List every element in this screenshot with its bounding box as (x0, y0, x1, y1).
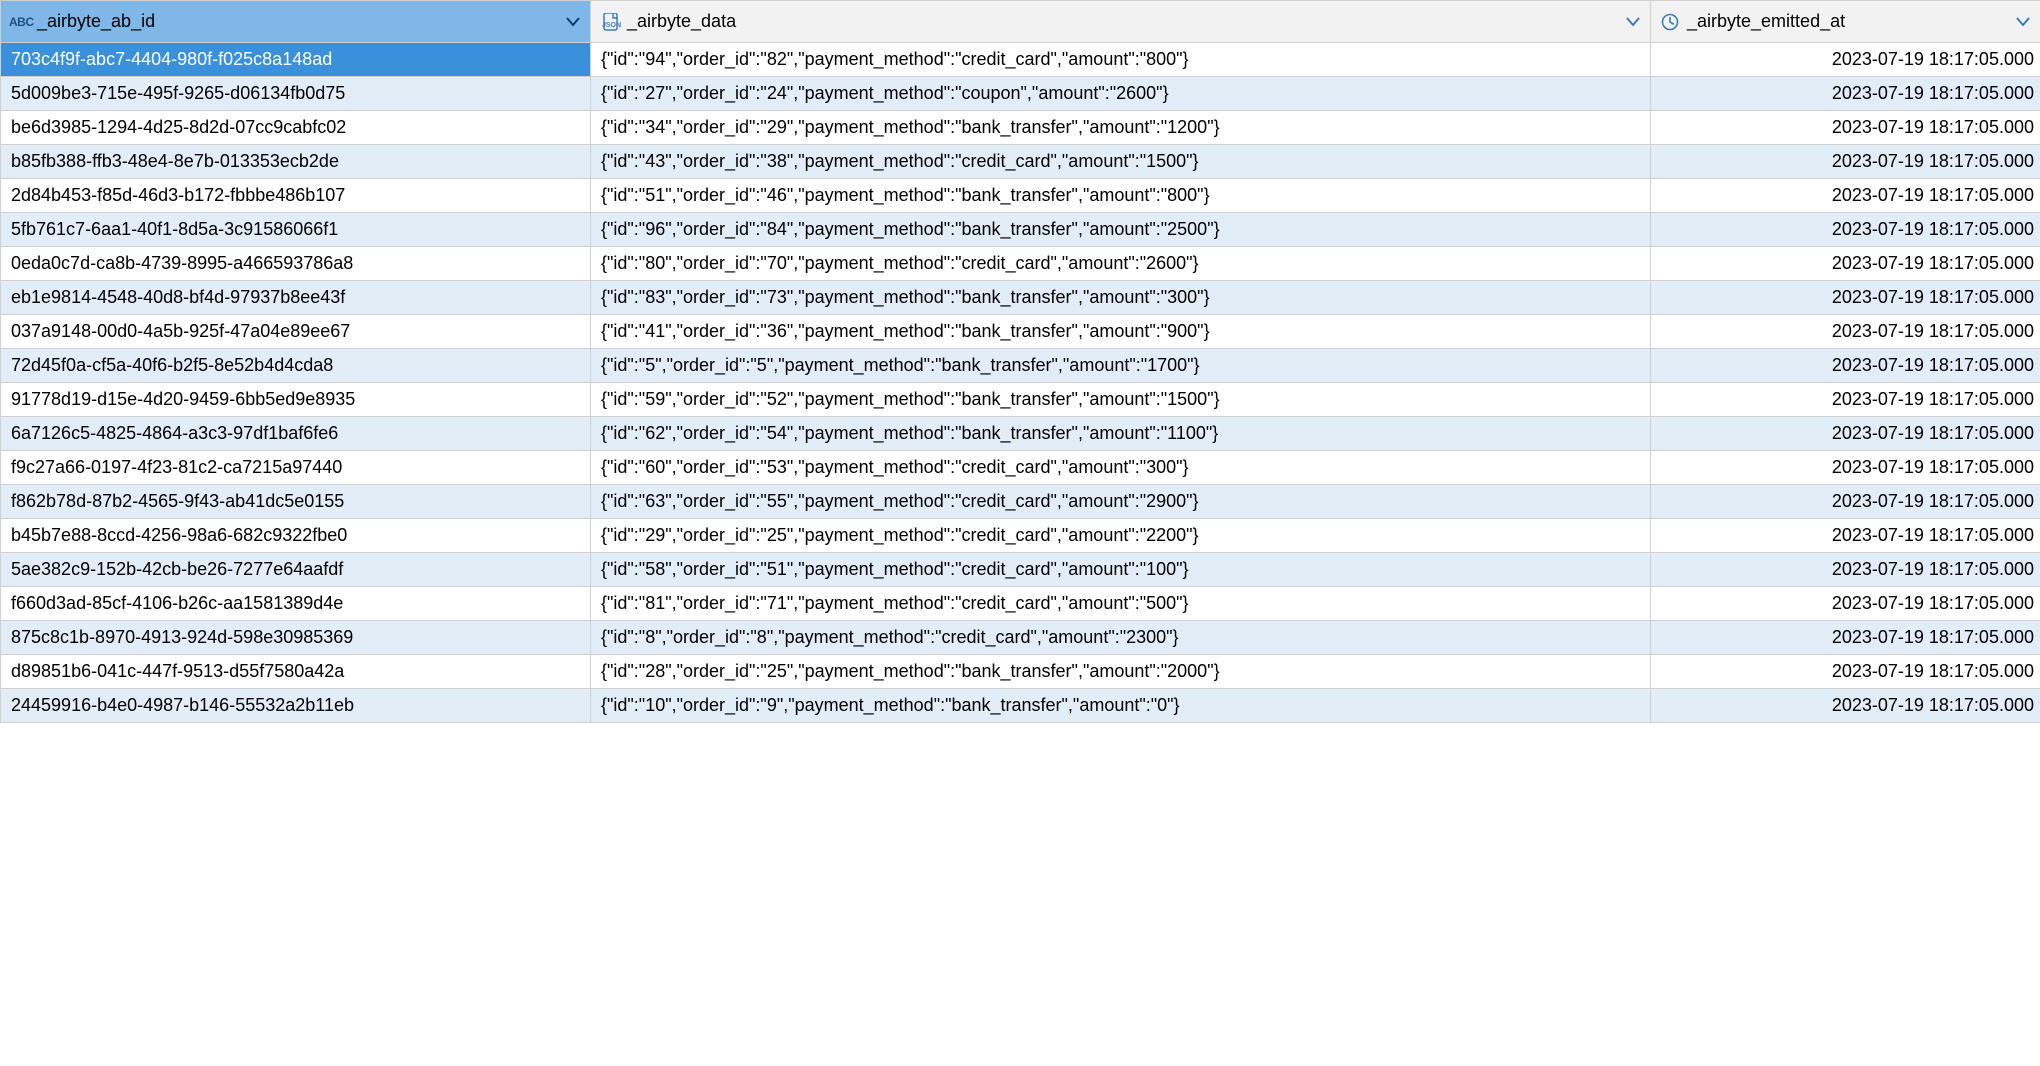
table-body: 703c4f9f-abc7-4404-980f-f025c8a148ad{"id… (1, 43, 2040, 723)
cell-airbyte-ab-id[interactable]: f9c27a66-0197-4f23-81c2-ca7215a97440 (1, 451, 591, 485)
cell-airbyte-data[interactable]: {"id":"62","order_id":"54","payment_meth… (591, 417, 1651, 451)
cell-airbyte-emitted-at[interactable]: 2023-07-19 18:17:05.000 (1651, 621, 2040, 655)
cell-airbyte-emitted-at[interactable]: 2023-07-19 18:17:05.000 (1651, 111, 2040, 145)
table-row[interactable]: f9c27a66-0197-4f23-81c2-ca7215a97440{"id… (1, 451, 2040, 485)
cell-airbyte-ab-id[interactable]: 5fb761c7-6aa1-40f1-8d5a-3c91586066f1 (1, 213, 591, 247)
sort-dropdown-icon[interactable] (2016, 17, 2030, 27)
cell-airbyte-emitted-at[interactable]: 2023-07-19 18:17:05.000 (1651, 315, 2040, 349)
cell-airbyte-data[interactable]: {"id":"8","order_id":"8","payment_method… (591, 621, 1651, 655)
cell-airbyte-data[interactable]: {"id":"60","order_id":"53","payment_meth… (591, 451, 1651, 485)
column-header-label: _airbyte_emitted_at (1687, 11, 1845, 31)
cell-airbyte-data[interactable]: {"id":"80","order_id":"70","payment_meth… (591, 247, 1651, 281)
table-row[interactable]: 5ae382c9-152b-42cb-be26-7277e64aafdf{"id… (1, 553, 2040, 587)
table-row[interactable]: 037a9148-00d0-4a5b-925f-47a04e89ee67{"id… (1, 315, 2040, 349)
table-row[interactable]: d89851b6-041c-447f-9513-d55f7580a42a{"id… (1, 655, 2040, 689)
cell-airbyte-data[interactable]: {"id":"28","order_id":"25","payment_meth… (591, 655, 1651, 689)
cell-airbyte-emitted-at[interactable]: 2023-07-19 18:17:05.000 (1651, 179, 2040, 213)
cell-airbyte-ab-id[interactable]: f660d3ad-85cf-4106-b26c-aa1581389d4e (1, 587, 591, 621)
table-row[interactable]: f862b78d-87b2-4565-9f43-ab41dc5e0155{"id… (1, 485, 2040, 519)
cell-airbyte-ab-id[interactable]: f862b78d-87b2-4565-9f43-ab41dc5e0155 (1, 485, 591, 519)
cell-airbyte-data[interactable]: {"id":"58","order_id":"51","payment_meth… (591, 553, 1651, 587)
cell-airbyte-data[interactable]: {"id":"27","order_id":"24","payment_meth… (591, 77, 1651, 111)
table-row[interactable]: 91778d19-d15e-4d20-9459-6bb5ed9e8935{"id… (1, 383, 2040, 417)
column-header-airbyte-data[interactable]: JSON _airbyte_data (591, 1, 1651, 43)
cell-airbyte-data[interactable]: {"id":"29","order_id":"25","payment_meth… (591, 519, 1651, 553)
cell-airbyte-ab-id[interactable]: b45b7e88-8ccd-4256-98a6-682c9322fbe0 (1, 519, 591, 553)
table-row[interactable]: b85fb388-ffb3-48e4-8e7b-013353ecb2de{"id… (1, 145, 2040, 179)
cell-airbyte-data[interactable]: {"id":"41","order_id":"36","payment_meth… (591, 315, 1651, 349)
table-row[interactable]: eb1e9814-4548-40d8-bf4d-97937b8ee43f{"id… (1, 281, 2040, 315)
cell-airbyte-ab-id[interactable]: eb1e9814-4548-40d8-bf4d-97937b8ee43f (1, 281, 591, 315)
cell-airbyte-ab-id[interactable]: 5ae382c9-152b-42cb-be26-7277e64aafdf (1, 553, 591, 587)
cell-airbyte-data[interactable]: {"id":"83","order_id":"73","payment_meth… (591, 281, 1651, 315)
table-row[interactable]: 5fb761c7-6aa1-40f1-8d5a-3c91586066f1{"id… (1, 213, 2040, 247)
cell-airbyte-data[interactable]: {"id":"43","order_id":"38","payment_meth… (591, 145, 1651, 179)
cell-airbyte-emitted-at[interactable]: 2023-07-19 18:17:05.000 (1651, 383, 2040, 417)
table-row[interactable]: be6d3985-1294-4d25-8d2d-07cc9cabfc02{"id… (1, 111, 2040, 145)
cell-airbyte-ab-id[interactable]: 0eda0c7d-ca8b-4739-8995-a466593786a8 (1, 247, 591, 281)
table-row[interactable]: 5d009be3-715e-495f-9265-d06134fb0d75{"id… (1, 77, 2040, 111)
cell-airbyte-ab-id[interactable]: 875c8c1b-8970-4913-924d-598e30985369 (1, 621, 591, 655)
cell-airbyte-emitted-at[interactable]: 2023-07-19 18:17:05.000 (1651, 689, 2040, 723)
sort-dropdown-icon[interactable] (566, 17, 580, 27)
cell-airbyte-data[interactable]: {"id":"51","order_id":"46","payment_meth… (591, 179, 1651, 213)
data-grid: ABC_airbyte_ab_id JSON _airbyte_data _airby… (0, 0, 2040, 723)
column-header-label: _airbyte_ab_id (37, 11, 155, 31)
cell-airbyte-ab-id[interactable]: b85fb388-ffb3-48e4-8e7b-013353ecb2de (1, 145, 591, 179)
cell-airbyte-emitted-at[interactable]: 2023-07-19 18:17:05.000 (1651, 145, 2040, 179)
table-row[interactable]: b45b7e88-8ccd-4256-98a6-682c9322fbe0{"id… (1, 519, 2040, 553)
cell-airbyte-emitted-at[interactable]: 2023-07-19 18:17:05.000 (1651, 519, 2040, 553)
table-row[interactable]: 24459916-b4e0-4987-b146-55532a2b11eb{"id… (1, 689, 2040, 723)
cell-airbyte-ab-id[interactable]: 6a7126c5-4825-4864-a3c3-97df1baf6fe6 (1, 417, 591, 451)
cell-airbyte-data[interactable]: {"id":"94","order_id":"82","payment_meth… (591, 43, 1651, 77)
table-row[interactable]: 0eda0c7d-ca8b-4739-8995-a466593786a8{"id… (1, 247, 2040, 281)
cell-airbyte-emitted-at[interactable]: 2023-07-19 18:17:05.000 (1651, 417, 2040, 451)
table-row[interactable]: 72d45f0a-cf5a-40f6-b2f5-8e52b4d4cda8{"id… (1, 349, 2040, 383)
cell-airbyte-ab-id[interactable]: 72d45f0a-cf5a-40f6-b2f5-8e52b4d4cda8 (1, 349, 591, 383)
column-header-airbyte-ab-id[interactable]: ABC_airbyte_ab_id (1, 1, 591, 43)
cell-airbyte-data[interactable]: {"id":"59","order_id":"52","payment_meth… (591, 383, 1651, 417)
cell-airbyte-emitted-at[interactable]: 2023-07-19 18:17:05.000 (1651, 485, 2040, 519)
svg-text:JSON: JSON (602, 22, 621, 29)
table-row[interactable]: 2d84b453-f85d-46d3-b172-fbbbe486b107{"id… (1, 179, 2040, 213)
cell-airbyte-ab-id[interactable]: 91778d19-d15e-4d20-9459-6bb5ed9e8935 (1, 383, 591, 417)
cell-airbyte-ab-id[interactable]: be6d3985-1294-4d25-8d2d-07cc9cabfc02 (1, 111, 591, 145)
cell-airbyte-ab-id[interactable]: 037a9148-00d0-4a5b-925f-47a04e89ee67 (1, 315, 591, 349)
cell-airbyte-ab-id[interactable]: 2d84b453-f85d-46d3-b172-fbbbe486b107 (1, 179, 591, 213)
cell-airbyte-data[interactable]: {"id":"96","order_id":"84","payment_meth… (591, 213, 1651, 247)
cell-airbyte-ab-id[interactable]: 703c4f9f-abc7-4404-980f-f025c8a148ad (1, 43, 591, 77)
cell-airbyte-emitted-at[interactable]: 2023-07-19 18:17:05.000 (1651, 43, 2040, 77)
cell-airbyte-emitted-at[interactable]: 2023-07-19 18:17:05.000 (1651, 587, 2040, 621)
cell-airbyte-emitted-at[interactable]: 2023-07-19 18:17:05.000 (1651, 655, 2040, 689)
sort-dropdown-icon[interactable] (1626, 17, 1640, 27)
cell-airbyte-data[interactable]: {"id":"34","order_id":"29","payment_meth… (591, 111, 1651, 145)
json-type-icon: JSON (601, 13, 621, 31)
cell-airbyte-emitted-at[interactable]: 2023-07-19 18:17:05.000 (1651, 77, 2040, 111)
cell-airbyte-emitted-at[interactable]: 2023-07-19 18:17:05.000 (1651, 281, 2040, 315)
cell-airbyte-emitted-at[interactable]: 2023-07-19 18:17:05.000 (1651, 451, 2040, 485)
column-header-label: _airbyte_data (627, 11, 736, 31)
timestamp-type-icon (1661, 13, 1679, 31)
cell-airbyte-data[interactable]: {"id":"81","order_id":"71","payment_meth… (591, 587, 1651, 621)
cell-airbyte-emitted-at[interactable]: 2023-07-19 18:17:05.000 (1651, 553, 2040, 587)
cell-airbyte-ab-id[interactable]: 5d009be3-715e-495f-9265-d06134fb0d75 (1, 77, 591, 111)
text-type-icon: ABC (9, 15, 34, 29)
cell-airbyte-ab-id[interactable]: 24459916-b4e0-4987-b146-55532a2b11eb (1, 689, 591, 723)
cell-airbyte-emitted-at[interactable]: 2023-07-19 18:17:05.000 (1651, 349, 2040, 383)
cell-airbyte-ab-id[interactable]: d89851b6-041c-447f-9513-d55f7580a42a (1, 655, 591, 689)
cell-airbyte-emitted-at[interactable]: 2023-07-19 18:17:05.000 (1651, 213, 2040, 247)
column-header-airbyte-emitted-at[interactable]: _airbyte_emitted_at (1651, 1, 2040, 43)
cell-airbyte-emitted-at[interactable]: 2023-07-19 18:17:05.000 (1651, 247, 2040, 281)
cell-airbyte-data[interactable]: {"id":"10","order_id":"9","payment_metho… (591, 689, 1651, 723)
table-row[interactable]: 875c8c1b-8970-4913-924d-598e30985369{"id… (1, 621, 2040, 655)
table-row[interactable]: 703c4f9f-abc7-4404-980f-f025c8a148ad{"id… (1, 43, 2040, 77)
cell-airbyte-data[interactable]: {"id":"63","order_id":"55","payment_meth… (591, 485, 1651, 519)
table-row[interactable]: f660d3ad-85cf-4106-b26c-aa1581389d4e{"id… (1, 587, 2040, 621)
table-row[interactable]: 6a7126c5-4825-4864-a3c3-97df1baf6fe6{"id… (1, 417, 2040, 451)
table-header: ABC_airbyte_ab_id JSON _airbyte_data _airby… (1, 1, 2040, 43)
cell-airbyte-data[interactable]: {"id":"5","order_id":"5","payment_method… (591, 349, 1651, 383)
